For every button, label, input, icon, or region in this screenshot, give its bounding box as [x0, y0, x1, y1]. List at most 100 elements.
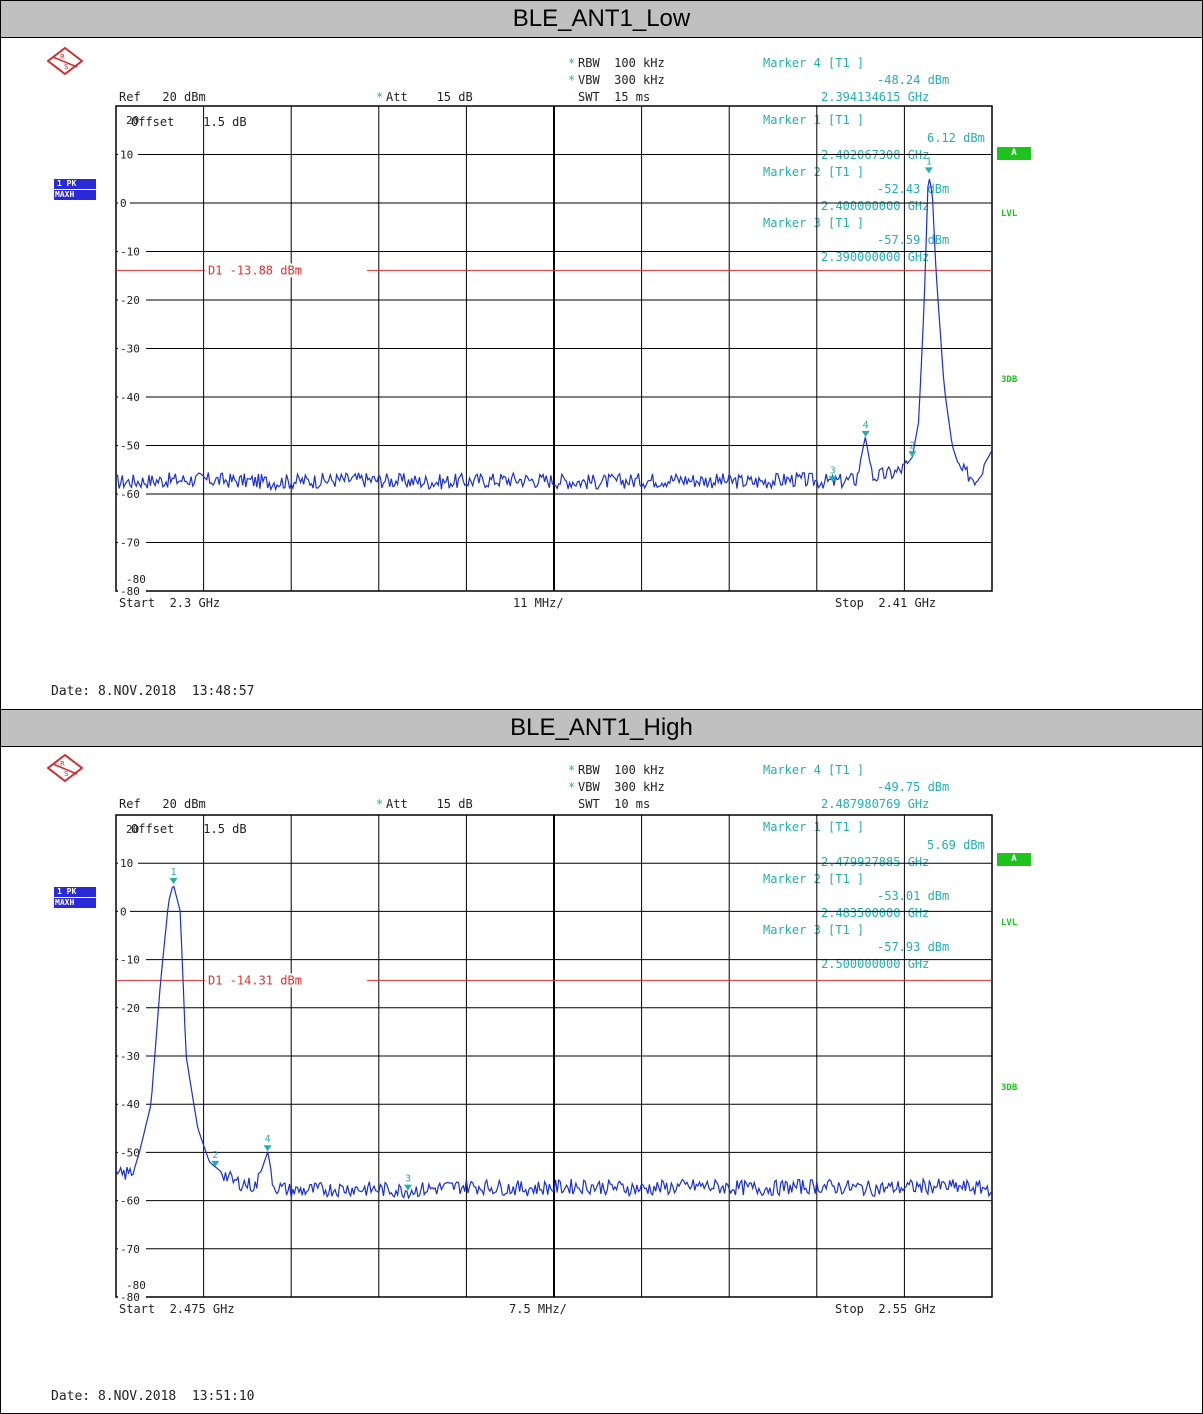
marker-number-label: 2 — [909, 440, 915, 451]
stop-frequency: Stop 2.41 GHz — [835, 596, 937, 610]
marker-triangle — [263, 1145, 272, 1152]
y-tick-label: -30 — [120, 343, 140, 356]
rohde-schwarz-logo-icon: R S — [47, 754, 83, 782]
marker2-freq: 2.483500000 GHz — [821, 906, 930, 920]
marker3-freq: 2.500000000 GHz — [821, 957, 930, 971]
trace-mode-badge: 1 PK — [54, 887, 96, 897]
panel-title: BLE_ANT1_Low — [1, 1, 1202, 38]
tick-label-bg — [118, 439, 146, 452]
y-tick-label: -40 — [120, 1098, 140, 1111]
sweep-time: SWT 15 ms — [578, 90, 651, 104]
tick-label-bg — [118, 905, 130, 918]
svg-text:S: S — [64, 770, 69, 778]
marker4-label: Marker 4 [T1 ] — [763, 56, 865, 70]
tick-label-bg — [118, 953, 146, 966]
capture-date: Date: 8.NOV.2018 13:51:10 — [51, 1389, 255, 1404]
lvl-indicator: LVL — [1001, 918, 1018, 928]
tick-label-bg — [118, 536, 146, 549]
y-tick-label: -50 — [120, 1146, 140, 1159]
y-tick-label: -70 — [120, 537, 140, 550]
marker-number-label: 1 — [926, 156, 932, 167]
marker-triangle — [861, 430, 870, 437]
tick-label-bg — [118, 585, 146, 597]
tick-label-bg — [118, 1291, 146, 1303]
spectrum-panel-low: BLE_ANT1_Low R S * RBW 100 kHz * VBW 300… — [1, 1, 1202, 709]
tick-label-bg — [118, 294, 146, 306]
y-tick-label: 20 — [126, 823, 139, 836]
marker-triangle — [211, 1160, 220, 1167]
spectrum-plot-high: 20 10 0 -10 -20 -30 -40 -50 -60 -70 -80-80 D1 -14.3… — [115, 814, 993, 1304]
marker-number-label: 4 — [863, 420, 869, 431]
marker-number-label: 3 — [830, 465, 836, 476]
y-tick-label: -40 — [120, 391, 140, 404]
marker-number-label: 2 — [212, 1150, 218, 1161]
y-tick-label: -20 — [120, 1002, 140, 1015]
sweep-time: SWT 10 ms — [578, 797, 651, 811]
svg-text:R: R — [60, 53, 65, 61]
vbw-setting: VBW 300 kHz — [578, 73, 665, 87]
trace-a-indicator: A — [997, 853, 1031, 866]
rbw-setting: RBW 100 kHz — [578, 56, 665, 70]
trace-detector-badge: MAXH — [54, 190, 96, 200]
attenuation: Att 15 dB — [386, 90, 473, 104]
y-tick-label: -20 — [120, 294, 140, 307]
marker-number-label: 4 — [265, 1134, 271, 1145]
tick-label-bg — [118, 245, 146, 258]
y-tick-label: -80 — [126, 573, 146, 586]
marker4-freq: 2.487980769 GHz — [821, 797, 930, 811]
marker4-value: -48.24 dBm — [877, 73, 950, 87]
star-icon: * — [376, 90, 384, 104]
tick-label-bg — [118, 1194, 146, 1207]
y-tick-label: -10 — [120, 954, 140, 967]
panel-title: BLE_ANT1_High — [1, 710, 1202, 747]
marker-triangle — [828, 476, 837, 483]
marker-triangle — [404, 1184, 412, 1191]
marker1-value: 6.12 dBm — [927, 131, 985, 145]
y-tick-label: -80 — [126, 1279, 146, 1292]
marker3-freq: 2.390000000 GHz — [821, 250, 930, 264]
marker3-value: -57.93 dBm — [877, 940, 950, 954]
y-tick-label: -80 — [120, 585, 140, 598]
spectrum-panel-high: BLE_ANT1_High R S * RBW 100 kHz * VBW 30… — [1, 709, 1202, 1414]
marker1-value: 5.69 dBm — [927, 838, 985, 852]
y-tick-label: 10 — [120, 149, 133, 162]
start-frequency: Start 2.3 GHz — [119, 596, 221, 610]
marker-triangle — [908, 451, 917, 458]
marker4-value: -49.75 dBm — [877, 780, 950, 794]
y-tick-label: 20 — [126, 114, 139, 127]
marker-number-label: 1 — [171, 867, 177, 878]
spectrum-plot-low: 20 10 0 -10 -20 -30 -40 -50 -60 -70 -80-80 D1 -13.8… — [115, 105, 993, 598]
tick-label-bg — [118, 197, 130, 209]
tick-label-bg — [118, 857, 138, 870]
y-tick-label: -30 — [120, 1050, 140, 1063]
marker4-freq: 2.394134615 GHz — [821, 90, 930, 104]
vbw-setting: VBW 300 kHz — [578, 780, 665, 794]
marker-triangle — [169, 877, 178, 884]
marker2-value: -52.43 dBm — [877, 182, 950, 196]
3db-indicator: 3DB — [1001, 375, 1018, 385]
rohde-schwarz-logo-icon: R S — [47, 47, 83, 75]
ref-level: Ref 20 dBm — [119, 797, 206, 811]
y-tick-label: -60 — [120, 1195, 140, 1208]
marker4-label: Marker 4 [T1 ] — [763, 763, 865, 777]
ref-level: Ref 20 dBm — [119, 90, 206, 104]
lvl-indicator: LVL — [1001, 209, 1018, 219]
y-tick-label: 0 — [120, 197, 127, 210]
marker1-freq: 2.479927885 GHz — [821, 855, 930, 869]
spectrum-trace — [115, 885, 993, 1200]
y-tick-label: -50 — [120, 440, 140, 453]
y-tick-label: -60 — [120, 488, 140, 501]
svg-text:R: R — [60, 760, 65, 768]
display-line-label: D1 -13.88 dBm — [208, 263, 302, 277]
offset-label: Offset 1.5 dB — [131, 115, 247, 129]
marker2-value: -53.01 dBm — [877, 889, 950, 903]
marker-number-label: 3 — [405, 1174, 411, 1185]
star-icon: * — [568, 763, 576, 777]
tick-label-bg — [118, 1098, 146, 1111]
start-frequency: Start 2.475 GHz — [119, 1302, 235, 1316]
rbw-setting: RBW 100 kHz — [578, 763, 665, 777]
tick-label-bg — [118, 148, 138, 161]
attenuation: Att 15 dB — [386, 797, 473, 811]
marker3-value: -57.59 dBm — [877, 233, 950, 247]
